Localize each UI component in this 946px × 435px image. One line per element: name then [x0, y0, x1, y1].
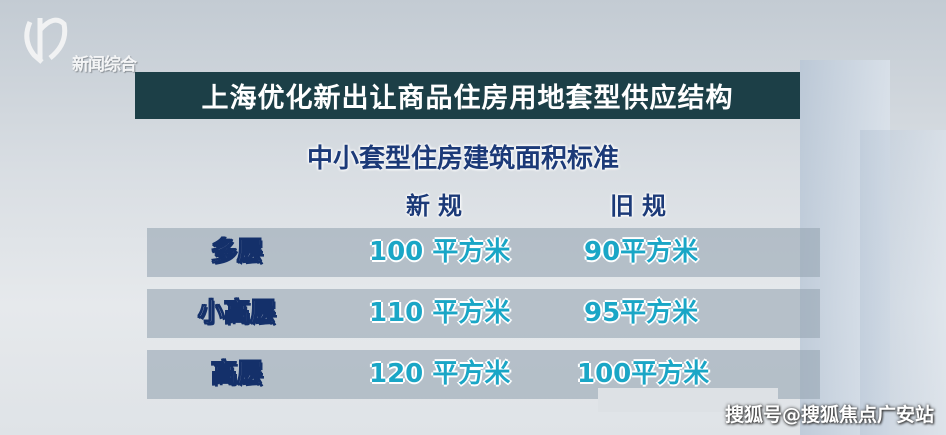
- channel-logo-icon: [24, 17, 68, 64]
- table-row: 高层 120 平方米 100平方米: [147, 350, 820, 399]
- row-label: 高层: [210, 359, 263, 390]
- old-value: 90平方米: [584, 237, 699, 267]
- subtitle: 中小套型住房建筑面积标准: [306, 144, 619, 174]
- new-value: 100 平方米: [369, 237, 511, 267]
- watermark: 搜狐号@搜狐焦点广安站: [724, 404, 934, 426]
- new-value: 110 平方米: [369, 298, 511, 328]
- watermark-mask: [598, 388, 778, 412]
- building-background: [860, 130, 946, 435]
- old-value: 95平方米: [584, 298, 699, 328]
- row-label: 小高层: [197, 298, 276, 329]
- new-value: 120 平方米: [369, 359, 511, 389]
- title-bar: 上海优化新出让商品住房用地套型供应结构: [135, 72, 800, 119]
- table-row: 小高层 110 平方米 95平方米: [147, 289, 820, 338]
- channel-logo-text: 新闻综合: [72, 55, 137, 75]
- table-row: 多层 100 平方米 90平方米: [147, 228, 820, 277]
- old-value: 100平方米: [577, 359, 710, 389]
- row-label: 多层: [210, 237, 263, 268]
- column-header-old: 旧规: [610, 192, 674, 220]
- page-title: 上海优化新出让商品住房用地套型供应结构: [201, 83, 734, 114]
- column-header-new: 新规: [406, 192, 470, 220]
